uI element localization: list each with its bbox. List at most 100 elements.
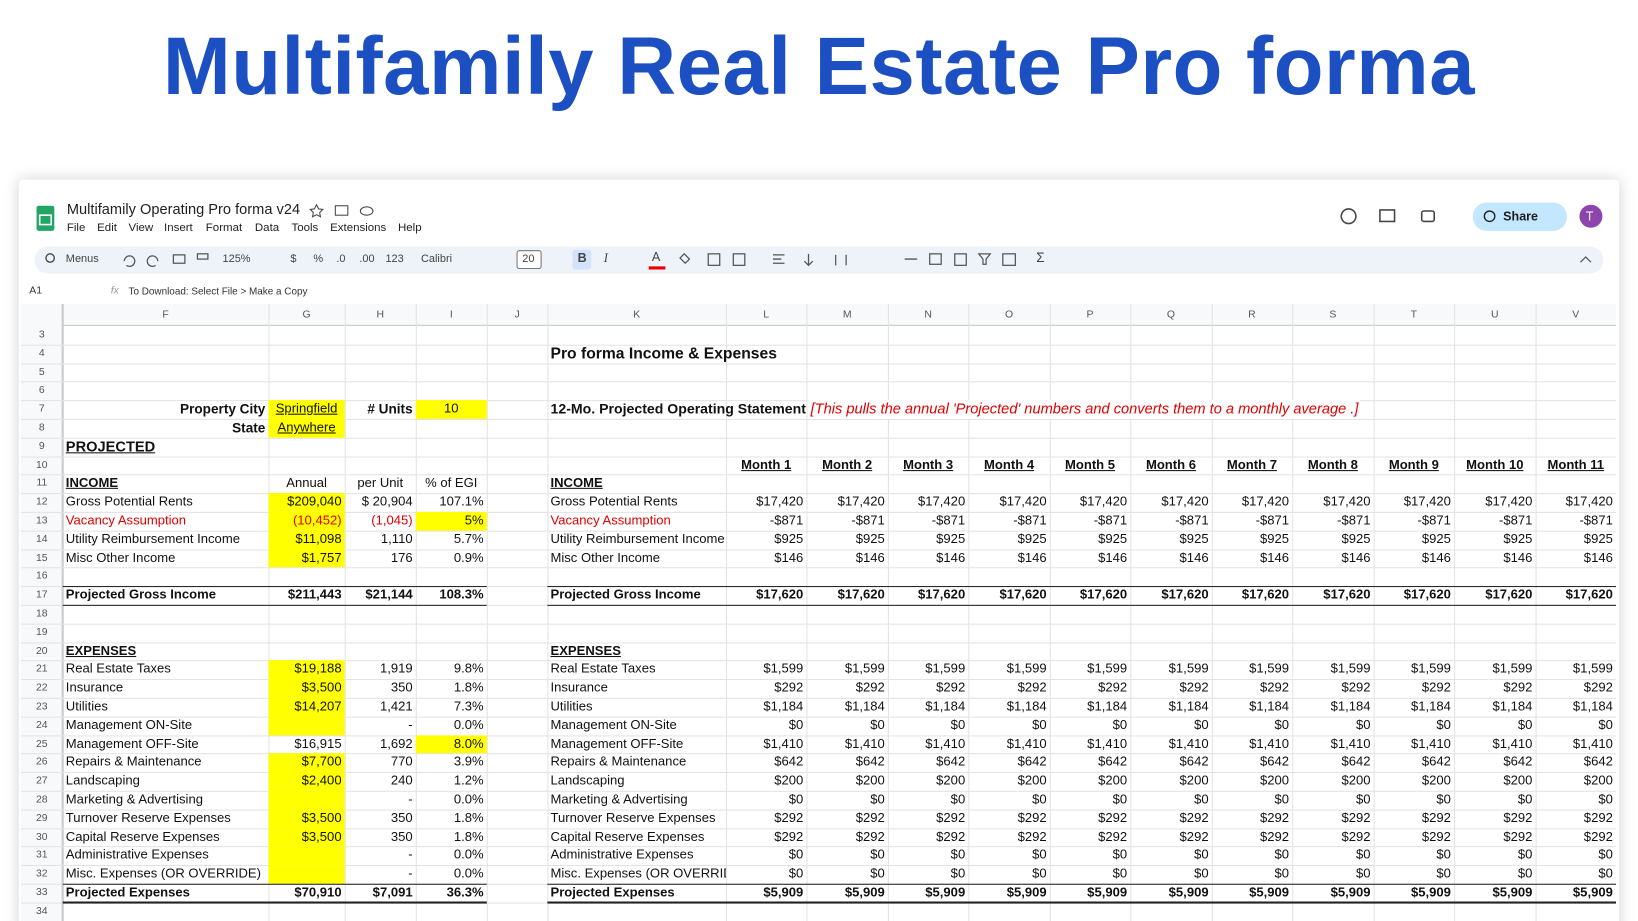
- cell-g[interactable]: $2,400: [268, 772, 345, 791]
- month-cell[interactable]: $200: [1503, 773, 1533, 788]
- cell-f[interactable]: Vacancy Assumption: [65, 512, 187, 528]
- month-cell[interactable]: $292: [936, 680, 966, 695]
- cell-f[interactable]: Management ON-Site: [65, 717, 193, 733]
- month-cell[interactable]: $0: [1112, 847, 1128, 863]
- month-cell[interactable]: $925: [1098, 531, 1128, 547]
- month-cell[interactable]: $1,410: [1330, 736, 1371, 751]
- month-cell[interactable]: $1,599: [844, 661, 885, 677]
- row-number[interactable]: 10: [35, 459, 48, 471]
- cell-g[interactable]: $11,098: [268, 530, 345, 550]
- month-cell[interactable]: $292: [1259, 828, 1290, 844]
- month-cell[interactable]: $292: [1421, 828, 1451, 844]
- month-cell[interactable]: $200: [936, 773, 966, 788]
- month-cell[interactable]: $642: [1179, 754, 1209, 770]
- month-cell[interactable]: $146: [855, 550, 885, 565]
- row-number[interactable]: 20: [35, 645, 48, 657]
- month-cell[interactable]: $0: [1274, 847, 1290, 863]
- cell-i[interactable]: 1.8%: [453, 680, 484, 695]
- month-cell[interactable]: -$871: [1417, 512, 1451, 528]
- month-cell[interactable]: $5,909: [1168, 884, 1209, 900]
- cell-g[interactable]: $3,500: [268, 827, 345, 847]
- search-menus[interactable]: Menus: [65, 252, 99, 266]
- column-header[interactable]: L: [763, 309, 770, 321]
- month-cell[interactable]: $146: [1017, 550, 1047, 565]
- month-cell[interactable]: Month 10: [1466, 457, 1524, 472]
- avatar[interactable]: [1579, 204, 1603, 228]
- zoom[interactable]: 125%: [222, 252, 251, 266]
- month-cell[interactable]: $292: [1583, 810, 1613, 826]
- column-header[interactable]: J: [514, 309, 520, 321]
- month-cell[interactable]: $1,184: [1492, 698, 1533, 714]
- cell-h[interactable]: 1,421: [379, 698, 413, 714]
- paint-format-icon[interactable]: [196, 253, 209, 260]
- month-cell[interactable]: Month 2: [822, 457, 873, 472]
- month-cell[interactable]: $292: [1179, 810, 1209, 826]
- row-number[interactable]: 21: [35, 663, 48, 676]
- cell-k[interactable]: Vacancy Assumption: [550, 512, 671, 528]
- cloud-icon[interactable]: [359, 206, 374, 216]
- month-cell[interactable]: $642: [1583, 754, 1613, 770]
- month-cell[interactable]: $292: [1179, 828, 1209, 844]
- cell-g[interactable]: $1,757: [268, 549, 345, 568]
- month-cell[interactable]: $1,410: [1087, 736, 1128, 751]
- cell-h[interactable]: per Unit: [357, 475, 404, 491]
- cell-g[interactable]: $209,040: [268, 493, 345, 512]
- number-format[interactable]: 123: [385, 252, 404, 266]
- cell-k[interactable]: Turnover Reserve Expenses: [550, 810, 716, 826]
- month-cell[interactable]: $17,420: [999, 494, 1047, 509]
- cell-g[interactable]: Annual: [286, 475, 327, 491]
- italic-button[interactable]: I: [603, 250, 608, 266]
- month-cell[interactable]: $17,620: [837, 587, 885, 602]
- cell-f[interactable]: State: [232, 419, 266, 436]
- cell-h[interactable]: -: [408, 847, 413, 863]
- month-cell[interactable]: $292: [936, 828, 966, 844]
- month-cell[interactable]: -$871: [1499, 512, 1533, 528]
- month-cell[interactable]: $0: [1032, 847, 1047, 863]
- month-cell[interactable]: $146: [936, 550, 966, 565]
- cell-i[interactable]: 10: [415, 400, 487, 419]
- menu-item[interactable]: File: [66, 221, 86, 234]
- borders-icon[interactable]: [707, 253, 721, 266]
- cell-g[interactable]: Anywhere: [268, 418, 345, 438]
- month-cell[interactable]: $200: [1421, 773, 1451, 788]
- cell-g[interactable]: Springfield: [268, 400, 345, 419]
- column-header[interactable]: G: [302, 309, 311, 321]
- cell-h[interactable]: # Units: [367, 401, 413, 417]
- currency-format[interactable]: $: [290, 252, 297, 266]
- views-icon[interactable]: [1002, 253, 1016, 266]
- cell-h[interactable]: 350: [390, 680, 413, 695]
- month-cell[interactable]: $200: [1179, 773, 1209, 788]
- row-number[interactable]: 23: [35, 700, 48, 713]
- cell-h[interactable]: $7,091: [372, 884, 413, 900]
- month-cell[interactable]: $146: [1259, 550, 1290, 565]
- month-cell[interactable]: $5,909: [1087, 884, 1128, 900]
- month-cell[interactable]: $1,184: [1087, 698, 1128, 714]
- month-cell[interactable]: $0: [950, 717, 966, 733]
- month-cell[interactable]: Month 4: [984, 457, 1035, 472]
- cell-h[interactable]: 176: [390, 550, 413, 565]
- cell-i[interactable]: 5%: [415, 511, 487, 531]
- month-cell[interactable]: $292: [1421, 680, 1451, 695]
- cell-k[interactable]: Repairs & Maintenance: [550, 754, 687, 770]
- row-number[interactable]: 15: [35, 552, 48, 564]
- column-header[interactable]: S: [1329, 309, 1337, 321]
- share-button[interactable]: [1472, 202, 1567, 231]
- cell-f[interactable]: Gross Potential Rents: [65, 494, 193, 509]
- cell-k[interactable]: 12-Mo. Projected Operating Statement: [550, 401, 806, 417]
- redo-icon[interactable]: [146, 255, 159, 267]
- cell-h[interactable]: -: [408, 791, 413, 807]
- row-number[interactable]: 5: [38, 366, 45, 378]
- month-cell[interactable]: $292: [1098, 680, 1128, 695]
- column-header[interactable]: I: [449, 309, 453, 321]
- month-cell[interactable]: $0: [1355, 866, 1371, 881]
- month-cell[interactable]: $0: [1436, 717, 1451, 733]
- month-cell[interactable]: $17,420: [1079, 494, 1128, 509]
- month-cell[interactable]: $1,410: [1006, 736, 1047, 751]
- column-header[interactable]: V: [1572, 309, 1580, 321]
- input-cell[interactable]: [268, 790, 345, 810]
- month-cell[interactable]: $17,620: [1161, 587, 1209, 602]
- month-cell[interactable]: $0: [1274, 866, 1290, 881]
- month-cell[interactable]: $925: [1017, 531, 1047, 547]
- cell-f[interactable]: Projected Expenses: [65, 884, 190, 900]
- month-cell[interactable]: $292: [774, 680, 804, 695]
